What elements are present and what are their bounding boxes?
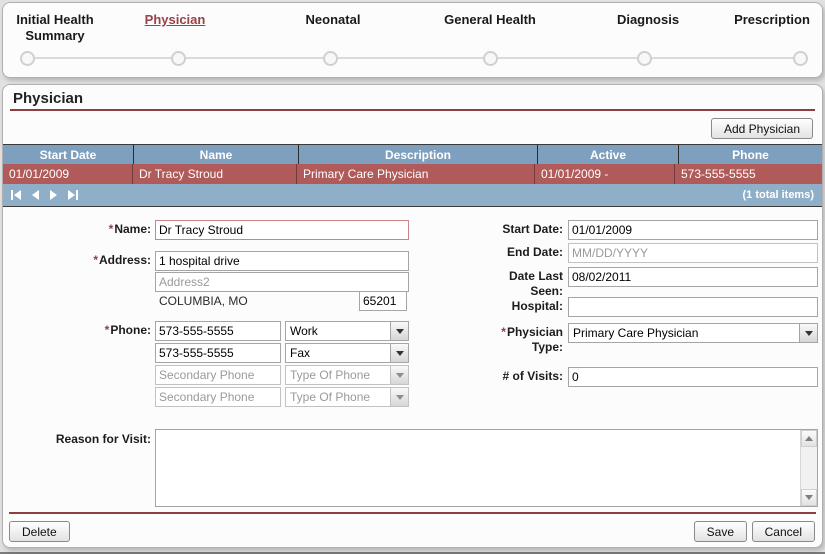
add-physician-button[interactable]: Add Physician bbox=[710, 118, 813, 139]
step-marker-initial-health-summary[interactable] bbox=[20, 51, 35, 66]
step-marker-prescription[interactable] bbox=[793, 51, 808, 66]
row-description: Primary Care Physician bbox=[297, 164, 535, 184]
phone-3-type-value: Type Of Phone bbox=[290, 368, 371, 382]
step-initial-health-summary[interactable]: Initial Health Summary bbox=[16, 12, 94, 43]
physician-table-row[interactable]: 01/01/2009 Dr Tracy Stroud Primary Care … bbox=[3, 164, 822, 184]
city-state-text: COLUMBIA, MO bbox=[159, 294, 248, 308]
step-marker-physician[interactable] bbox=[171, 51, 186, 66]
wizard-stepper: Initial Health Summary Physician Neonata… bbox=[2, 2, 823, 78]
chevron-down-icon bbox=[390, 344, 408, 362]
pager-total-items: (1 total items) bbox=[742, 189, 814, 201]
physician-type-select[interactable]: Primary Care Physician bbox=[568, 323, 818, 343]
column-header-phone: Phone bbox=[732, 147, 769, 162]
grid-header-row: Start Date Name Description Active Phone bbox=[3, 145, 822, 164]
column-header-description: Description bbox=[299, 145, 538, 164]
physician-section: Physician Add Physician Start Date Name … bbox=[2, 84, 823, 548]
row-active: 01/01/2009 - bbox=[535, 164, 675, 184]
hospital-label: Hospital: bbox=[511, 299, 563, 313]
footer-divider bbox=[9, 512, 816, 514]
address-label: *Address: bbox=[93, 253, 151, 267]
save-button[interactable]: Save bbox=[693, 521, 747, 542]
step-neonatal[interactable]: Neonatal bbox=[305, 12, 361, 27]
physician-grid: Start Date Name Description Active Phone… bbox=[3, 144, 822, 207]
step-diagnosis[interactable]: Diagnosis bbox=[616, 12, 680, 27]
phone-3-field[interactable] bbox=[155, 365, 281, 385]
zip-field[interactable] bbox=[359, 291, 407, 311]
column-header-active: Active bbox=[538, 145, 679, 164]
cancel-button[interactable]: Cancel bbox=[751, 521, 815, 542]
start-date-field[interactable] bbox=[568, 220, 818, 240]
phone-1-field[interactable] bbox=[155, 321, 281, 341]
end-date-field[interactable] bbox=[568, 243, 818, 263]
required-marker: * bbox=[501, 325, 506, 339]
hospital-field[interactable] bbox=[568, 297, 818, 317]
physician-type-value: Primary Care Physician bbox=[573, 326, 699, 340]
phone-2-type-value: Fax bbox=[290, 346, 311, 360]
first-page-icon[interactable] bbox=[11, 189, 21, 201]
reason-for-visit-label: Reason for Visit: bbox=[55, 432, 151, 446]
page-title: Physician bbox=[13, 90, 84, 107]
step-marker-diagnosis[interactable] bbox=[637, 51, 652, 66]
step-physician[interactable]: Physician bbox=[144, 12, 206, 27]
row-start-date: 01/01/2009 bbox=[3, 164, 133, 184]
step-marker-neonatal[interactable] bbox=[323, 51, 338, 66]
visits-field[interactable] bbox=[568, 367, 818, 387]
address-line2-field[interactable] bbox=[155, 272, 409, 292]
step-marker-general-health[interactable] bbox=[483, 51, 498, 66]
phone-1-type-select[interactable]: Work bbox=[285, 321, 409, 341]
stepper-track bbox=[27, 57, 800, 59]
chevron-down-icon bbox=[390, 322, 408, 340]
scroll-down-icon[interactable] bbox=[801, 489, 817, 506]
scroll-up-icon[interactable] bbox=[801, 430, 817, 447]
phone-4-field[interactable] bbox=[155, 387, 281, 407]
name-field[interactable] bbox=[155, 220, 409, 240]
step-general-health[interactable]: General Health bbox=[444, 12, 536, 27]
address-line1-field[interactable] bbox=[155, 251, 409, 271]
column-header-name: Name bbox=[134, 145, 299, 164]
last-page-icon[interactable] bbox=[68, 189, 78, 201]
row-phone: 573-555-5555 bbox=[681, 167, 756, 181]
column-header-start-date: Start Date bbox=[3, 145, 134, 164]
chevron-down-icon bbox=[390, 366, 408, 384]
prev-page-icon[interactable] bbox=[32, 189, 39, 201]
title-divider bbox=[10, 109, 815, 111]
chevron-down-icon bbox=[799, 324, 817, 342]
delete-button[interactable]: Delete bbox=[9, 521, 70, 542]
step-prescription[interactable]: Prescription bbox=[734, 12, 810, 27]
required-marker: * bbox=[93, 253, 98, 267]
phone-4-type-select[interactable]: Type Of Phone bbox=[285, 387, 409, 407]
phone-4-type-value: Type Of Phone bbox=[290, 390, 371, 404]
reason-for-visit-textarea[interactable] bbox=[155, 429, 818, 507]
textarea-scrollbar[interactable] bbox=[800, 430, 817, 506]
start-date-label: Start Date: bbox=[502, 222, 563, 236]
date-last-seen-field[interactable] bbox=[568, 267, 818, 287]
phone-1-type-value: Work bbox=[290, 324, 318, 338]
date-last-seen-label: Date Last Seen: bbox=[508, 269, 563, 298]
physician-type-label: *Physician Type: bbox=[501, 325, 563, 354]
grid-pager: (1 total items) bbox=[3, 184, 822, 206]
next-page-icon[interactable] bbox=[50, 189, 57, 201]
visits-label: # of Visits: bbox=[502, 369, 563, 383]
name-label: *Name: bbox=[108, 222, 151, 236]
phone-3-type-select[interactable]: Type Of Phone bbox=[285, 365, 409, 385]
required-marker: * bbox=[108, 222, 114, 236]
row-name: Dr Tracy Stroud bbox=[133, 164, 297, 184]
phone-2-field[interactable] bbox=[155, 343, 281, 363]
required-marker: * bbox=[104, 323, 110, 337]
end-date-label: End Date: bbox=[506, 245, 563, 259]
phone-2-type-select[interactable]: Fax bbox=[285, 343, 409, 363]
phone-label: *Phone: bbox=[104, 323, 151, 337]
chevron-down-icon bbox=[390, 388, 408, 406]
